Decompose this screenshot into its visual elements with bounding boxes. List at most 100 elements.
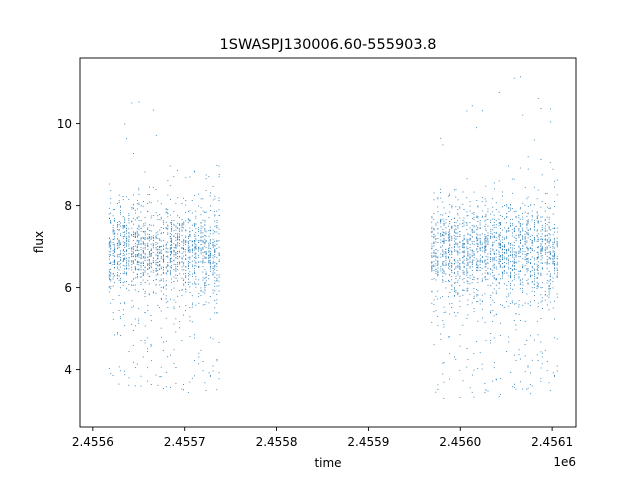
data-point <box>210 230 211 232</box>
data-point <box>485 264 487 266</box>
data-point <box>499 255 501 257</box>
data-point <box>443 242 445 244</box>
data-point <box>440 233 442 235</box>
data-point <box>540 243 542 245</box>
data-point <box>144 247 146 249</box>
data-point <box>159 229 161 231</box>
data-point <box>108 213 110 215</box>
data-point <box>556 244 558 246</box>
data-point <box>433 269 435 271</box>
data-point <box>541 286 543 288</box>
data-point <box>189 316 191 318</box>
data-point <box>160 376 162 378</box>
data-point <box>148 263 150 265</box>
data-point <box>467 233 469 235</box>
data-point <box>124 265 126 267</box>
data-point <box>502 273 504 275</box>
data-point <box>544 219 546 221</box>
data-point <box>144 290 146 292</box>
data-point <box>481 244 483 245</box>
data-point <box>200 290 202 292</box>
data-point <box>442 255 444 257</box>
data-point <box>191 377 193 379</box>
data-point <box>541 363 543 365</box>
data-point <box>144 342 146 344</box>
data-point <box>445 255 447 257</box>
data-point <box>160 218 162 220</box>
data-point <box>466 229 468 230</box>
data-point <box>451 265 453 267</box>
data-point <box>183 248 184 250</box>
data-point <box>502 242 503 243</box>
data-point <box>165 302 167 304</box>
data-point <box>537 237 539 239</box>
data-point <box>134 284 136 286</box>
data-point <box>467 290 469 292</box>
data-point <box>506 217 508 218</box>
data-point <box>177 222 179 224</box>
data-point <box>492 320 494 322</box>
data-point <box>109 279 110 281</box>
data-point <box>493 288 495 290</box>
data-point <box>194 281 196 283</box>
data-point <box>179 250 180 252</box>
data-point <box>502 304 504 306</box>
data-point <box>171 289 172 291</box>
data-point <box>466 274 468 276</box>
data-point <box>524 250 526 252</box>
data-point <box>554 255 556 257</box>
data-point <box>187 247 189 249</box>
data-point <box>520 240 521 241</box>
data-point <box>455 225 457 227</box>
data-point <box>506 230 508 232</box>
data-point <box>511 300 513 302</box>
data-point <box>210 251 211 253</box>
data-point <box>449 352 451 354</box>
data-point <box>459 231 461 232</box>
data-point <box>195 215 197 217</box>
data-point <box>546 263 548 265</box>
data-point <box>534 295 536 296</box>
data-point <box>524 238 526 240</box>
data-point <box>153 109 154 111</box>
data-point <box>510 209 512 211</box>
data-point <box>216 279 218 281</box>
data-point <box>173 251 175 253</box>
data-point <box>473 257 475 258</box>
data-point <box>457 265 459 267</box>
data-point <box>175 331 177 333</box>
data-point <box>471 391 473 393</box>
data-point <box>165 243 167 245</box>
data-point <box>165 298 167 300</box>
data-point <box>502 249 503 251</box>
data-point <box>148 230 150 231</box>
data-point <box>477 266 479 268</box>
data-point <box>204 269 206 271</box>
data-point <box>513 210 515 212</box>
data-point <box>451 225 453 227</box>
data-point <box>459 258 461 260</box>
data-point <box>435 249 437 250</box>
data-point <box>150 230 152 232</box>
data-point <box>189 291 191 293</box>
data-point <box>195 210 197 212</box>
data-point <box>518 221 520 222</box>
data-point <box>459 369 461 371</box>
data-point <box>195 217 197 219</box>
data-point <box>451 205 453 207</box>
data-point <box>136 261 138 263</box>
data-point <box>198 302 200 304</box>
data-point <box>173 249 175 251</box>
data-point <box>144 282 146 283</box>
data-point <box>433 242 435 244</box>
data-point <box>212 233 214 235</box>
data-point <box>169 251 171 253</box>
data-point <box>204 251 206 253</box>
data-point <box>155 248 157 250</box>
data-point <box>150 256 152 257</box>
data-point <box>492 211 494 213</box>
data-point <box>147 248 149 250</box>
data-point <box>144 248 146 250</box>
data-point <box>204 292 206 294</box>
data-point <box>157 249 159 251</box>
